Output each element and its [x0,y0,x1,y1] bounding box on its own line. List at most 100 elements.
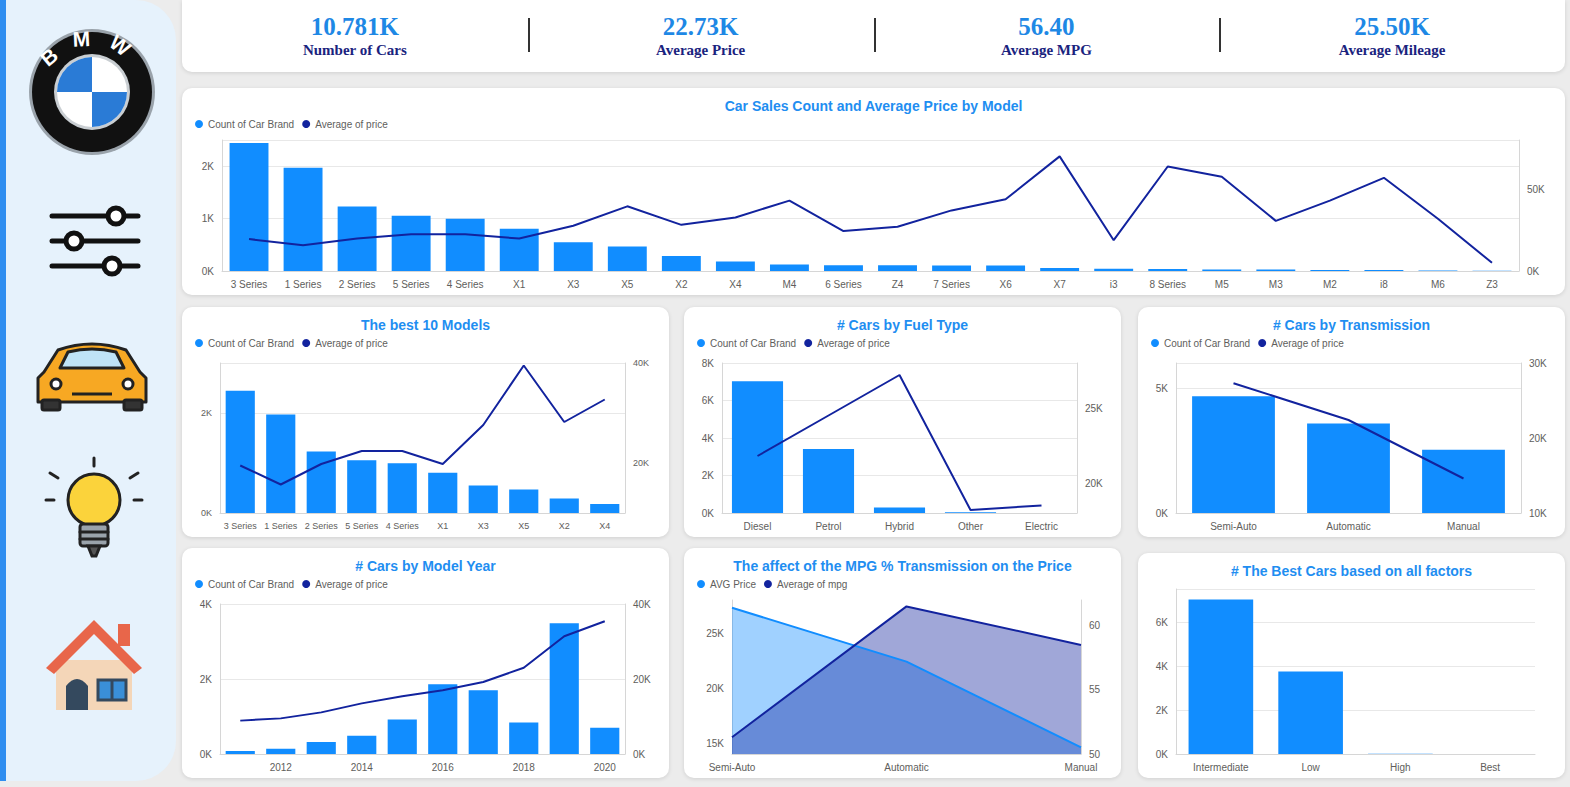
svg-text:0K: 0K [1156,749,1169,760]
svg-text:The best 10 Models: The best 10 Models [361,317,490,333]
svg-text:1K: 1K [202,213,215,224]
svg-text:20K: 20K [1085,478,1103,489]
svg-text:M5: M5 [1215,279,1229,290]
svg-text:20K: 20K [633,674,651,685]
svg-text:4 Series: 4 Series [386,521,420,531]
svg-text:50: 50 [1089,749,1101,760]
svg-text:2K: 2K [702,470,715,481]
svg-text:Low: Low [1301,762,1320,773]
svg-text:X4: X4 [599,521,610,531]
svg-text:8K: 8K [702,358,715,369]
svg-text:Petrol: Petrol [815,521,841,532]
svg-text:Semi-Auto: Semi-Auto [709,762,756,773]
svg-text:Electric: Electric [1025,521,1058,532]
svg-text:0K: 0K [633,749,646,760]
svg-text:Best: Best [1480,762,1500,773]
svg-text:Manual: Manual [1447,521,1480,532]
svg-text:Average of price: Average of price [817,338,890,349]
svg-text:# Cars by Transmission: # Cars by Transmission [1273,317,1430,333]
svg-text:The affect of the MPG % Transm: The affect of the MPG % Transmission on … [733,558,1072,574]
svg-text:# Cars by Fuel Type: # Cars by Fuel Type [837,317,968,333]
svg-text:Z4: Z4 [892,279,904,290]
svg-text:0K: 0K [201,508,212,518]
svg-text:4K: 4K [1156,661,1169,672]
svg-text:M3: M3 [1269,279,1283,290]
svg-text:2 Series: 2 Series [305,521,339,531]
svg-text:3 Series: 3 Series [231,279,268,290]
svg-text:Automatic: Automatic [1326,521,1370,532]
svg-text:2K: 2K [201,408,212,418]
svg-text:55: 55 [1089,684,1101,695]
svg-text:X2: X2 [675,279,688,290]
svg-text:X5: X5 [621,279,634,290]
svg-text:6 Series: 6 Series [825,279,862,290]
svg-text:20K: 20K [706,683,724,694]
svg-text:Average of price: Average of price [315,119,388,130]
svg-text:5K: 5K [1156,383,1169,394]
svg-text:0K: 0K [202,266,215,277]
svg-text:2K: 2K [200,674,213,685]
svg-text:20K: 20K [633,458,649,468]
svg-text:Automatic: Automatic [884,762,928,773]
svg-text:8 Series: 8 Series [1149,279,1186,290]
svg-text:2020: 2020 [594,762,617,773]
svg-text:6K: 6K [1156,617,1169,628]
svg-text:Average of price: Average of price [315,579,388,590]
svg-text:Diesel: Diesel [744,521,772,532]
svg-text:50K: 50K [1527,184,1545,195]
svg-text:10K: 10K [1529,508,1547,519]
svg-text:High: High [1390,762,1411,773]
svg-text:4K: 4K [200,599,213,610]
svg-text:Other: Other [958,521,984,532]
svg-text:2014: 2014 [351,762,374,773]
svg-text:# Cars by Model Year: # Cars by Model Year [355,558,496,574]
svg-text:AVG Price: AVG Price [710,579,756,590]
svg-text:60: 60 [1089,620,1101,631]
svg-text:X3: X3 [478,521,489,531]
svg-text:Count of Car Brand: Count of Car Brand [1164,338,1250,349]
svg-text:0K: 0K [1527,266,1540,277]
svg-text:25K: 25K [1085,403,1103,414]
svg-text:Count of Car Brand: Count of Car Brand [208,338,294,349]
svg-text:M4: M4 [782,279,796,290]
svg-text:2012: 2012 [270,762,293,773]
svg-text:i3: i3 [1110,279,1118,290]
svg-text:2016: 2016 [432,762,455,773]
svg-text:0K: 0K [200,749,213,760]
svg-text:i8: i8 [1380,279,1388,290]
svg-text:Average of mpg: Average of mpg [777,579,847,590]
svg-text:4K: 4K [702,433,715,444]
svg-text:Average of price: Average of price [315,338,388,349]
svg-text:2018: 2018 [513,762,536,773]
svg-text:2K: 2K [202,161,215,172]
svg-text:30K: 30K [1529,358,1547,369]
svg-text:Car Sales Count and Average Pr: Car Sales Count and Average Price by Mod… [725,98,1023,114]
svg-text:1 Series: 1 Series [285,279,322,290]
svg-text:2K: 2K [1156,705,1169,716]
svg-text:0K: 0K [1156,508,1169,519]
svg-text:X1: X1 [437,521,448,531]
svg-text:# The Best Cars based on all f: # The Best Cars based on all factors [1231,563,1472,579]
svg-text:20K: 20K [1529,433,1547,444]
svg-text:0K: 0K [702,508,715,519]
svg-text:Count of Car Brand: Count of Car Brand [710,338,796,349]
svg-text:M6: M6 [1431,279,1445,290]
svg-text:X6: X6 [999,279,1012,290]
svg-text:Count of Car Brand: Count of Car Brand [208,119,294,130]
svg-text:X4: X4 [729,279,742,290]
svg-text:Manual: Manual [1065,762,1098,773]
svg-text:6K: 6K [702,395,715,406]
svg-text:X1: X1 [513,279,526,290]
svg-text:Intermediate: Intermediate [1193,762,1249,773]
svg-text:Average of price: Average of price [1271,338,1344,349]
svg-text:5 Series: 5 Series [393,279,430,290]
svg-text:7 Series: 7 Series [933,279,970,290]
svg-text:X2: X2 [559,521,570,531]
svg-text:40K: 40K [633,599,651,610]
svg-text:15K: 15K [706,738,724,749]
svg-text:40K: 40K [633,358,649,368]
svg-text:M2: M2 [1323,279,1337,290]
svg-text:25K: 25K [706,628,724,639]
svg-text:X3: X3 [567,279,580,290]
svg-text:Hybrid: Hybrid [885,521,914,532]
